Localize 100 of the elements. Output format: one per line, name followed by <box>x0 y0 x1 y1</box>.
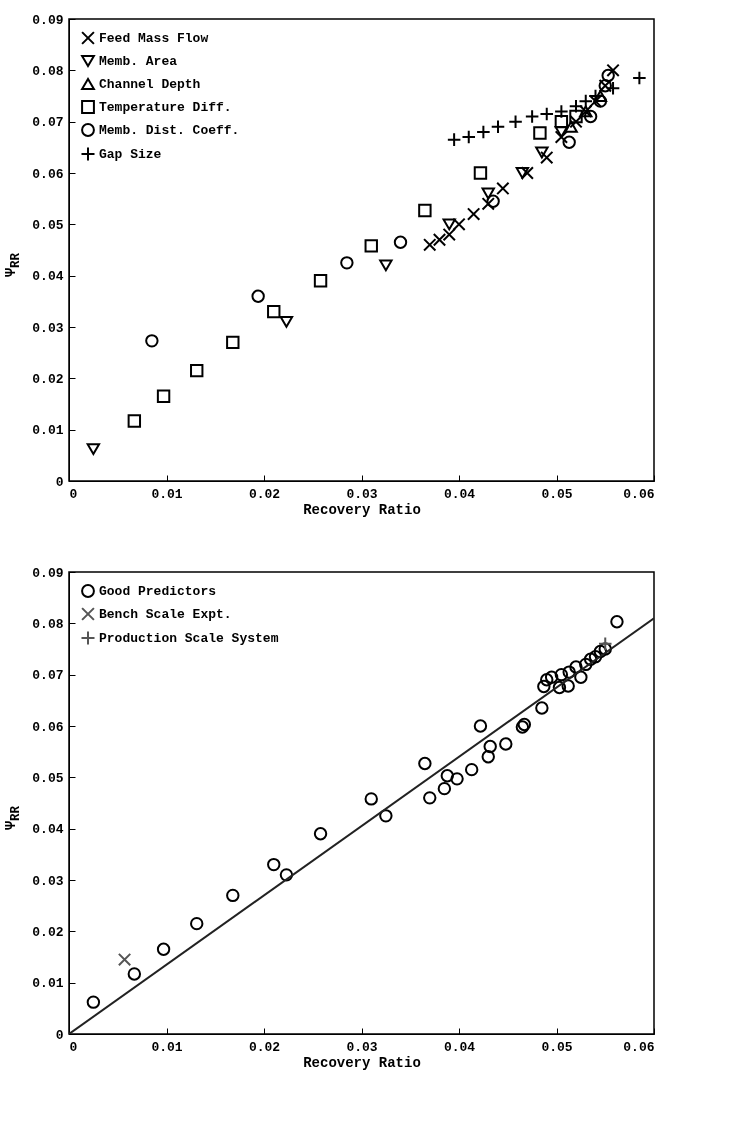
point <box>520 166 534 180</box>
point <box>461 129 477 145</box>
y-tick-label: 0.07 <box>32 115 64 131</box>
point <box>156 389 171 403</box>
x-tick-label: 0.05 <box>541 486 573 502</box>
point <box>418 203 432 218</box>
y-tick-label: 0.02 <box>32 371 64 387</box>
y-tick-label: 0.09 <box>32 565 64 581</box>
y-tick-label: 0.04 <box>32 822 64 838</box>
point <box>393 235 408 249</box>
point <box>127 967 142 981</box>
x-tick-label: 0.03 <box>346 1039 378 1055</box>
point <box>86 443 101 456</box>
point <box>579 657 593 672</box>
legend-label: Feed Mass Flow <box>99 31 209 46</box>
point <box>537 679 551 694</box>
point <box>279 315 294 328</box>
y-tick-label: 0.01 <box>32 976 64 992</box>
point <box>588 650 603 664</box>
y-tick-label: 0.08 <box>32 63 64 79</box>
legend-label: Memb. Area <box>99 54 178 69</box>
x-tick-label: 0 <box>69 486 78 502</box>
y-tick-label: 0 <box>55 1027 64 1043</box>
x-tick-label: 0 <box>69 1039 78 1055</box>
point <box>432 233 447 247</box>
point <box>569 660 583 674</box>
point <box>340 256 354 270</box>
point <box>481 187 495 200</box>
x-tick-label: 0.01 <box>151 1039 183 1055</box>
point <box>533 126 547 140</box>
point <box>544 670 559 684</box>
legend-label: Production Scale System <box>99 631 279 646</box>
point <box>450 772 464 786</box>
point <box>598 642 612 656</box>
y-tick-label: 0 <box>55 474 64 490</box>
point <box>540 150 554 165</box>
point <box>564 120 578 133</box>
point <box>313 274 328 288</box>
y-tick-label: 0.02 <box>32 924 64 940</box>
y-tick-label: 0.08 <box>32 616 64 632</box>
x-tick-label: 0.06 <box>623 486 655 502</box>
legend-label: Bench Scale Expt. <box>99 607 232 622</box>
point <box>267 304 281 319</box>
y-tick-label: 0.01 <box>32 423 64 439</box>
x-tick-label: 0.02 <box>248 486 281 502</box>
point <box>267 857 281 872</box>
point <box>156 942 171 956</box>
point <box>583 652 598 666</box>
point <box>508 114 523 129</box>
point <box>483 739 497 754</box>
point <box>452 217 466 232</box>
point <box>561 679 575 693</box>
point <box>552 680 567 695</box>
point <box>251 289 265 303</box>
point <box>605 81 621 96</box>
y-tick-label: 0.06 <box>32 719 64 735</box>
point <box>486 194 500 208</box>
y-tick-label: 0.04 <box>32 269 64 285</box>
point <box>535 701 549 715</box>
point <box>606 63 620 78</box>
point <box>440 769 454 783</box>
point <box>313 827 328 841</box>
x-tick-label: 0.02 <box>248 1039 281 1055</box>
point <box>535 146 549 159</box>
y-tick-label: 0.05 <box>32 217 64 233</box>
point <box>466 207 481 221</box>
point <box>476 124 491 140</box>
point <box>379 259 393 272</box>
point <box>364 239 378 253</box>
point <box>190 363 204 378</box>
x-tick-label: 0.01 <box>151 486 183 502</box>
x-tick-label: 0.04 <box>443 486 476 502</box>
x-axis-title: Recovery Ratio <box>303 501 421 518</box>
point <box>610 615 624 629</box>
legend-label: Good Predictors <box>99 584 217 599</box>
point <box>562 665 576 679</box>
point <box>423 238 437 252</box>
point <box>117 952 132 967</box>
point <box>364 792 378 806</box>
point <box>593 90 608 102</box>
point <box>490 119 506 135</box>
point <box>574 670 588 684</box>
point <box>226 888 240 903</box>
y-tick-label: 0.03 <box>32 320 64 336</box>
point <box>446 132 462 147</box>
point <box>464 762 479 777</box>
x-tick-label: 0.05 <box>541 1039 573 1055</box>
y-tick-label: 0.05 <box>32 770 64 786</box>
point <box>481 750 495 764</box>
point <box>539 106 555 122</box>
point <box>569 109 583 124</box>
point <box>279 868 294 882</box>
legend-label: Temperature Diff. <box>99 100 232 115</box>
point <box>499 737 513 751</box>
x-tick-label: 0.06 <box>623 1039 655 1055</box>
x-tick-label: 0.03 <box>346 486 378 502</box>
point <box>554 104 569 119</box>
point <box>226 335 240 350</box>
point <box>442 227 456 242</box>
point <box>562 135 576 149</box>
